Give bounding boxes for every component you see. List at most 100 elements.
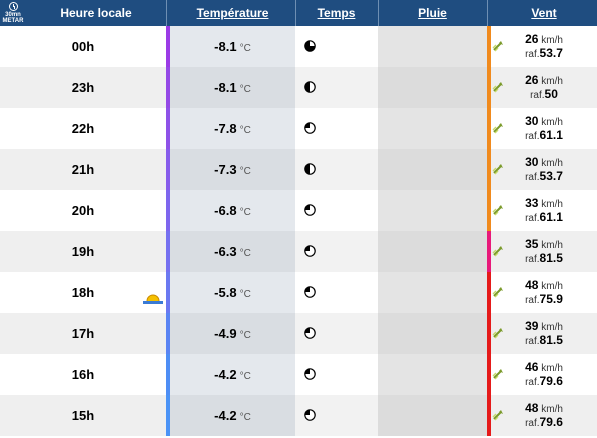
temperature-color-bar	[166, 395, 170, 436]
header-divider	[487, 0, 488, 26]
rain-cell	[378, 108, 487, 149]
gust-prefix: raf.	[525, 336, 540, 347]
wind-gust: 61.1	[539, 128, 563, 142]
gust-prefix: raf.	[525, 131, 540, 142]
sunset-icon	[143, 294, 163, 304]
temperature-color-bar	[166, 231, 170, 272]
wind-cell: 26 km/h raf.50	[491, 67, 597, 108]
temperature-unit: °C	[239, 412, 251, 423]
clock-icon	[8, 2, 18, 11]
moon-phase-icon	[304, 204, 316, 216]
wind-cell: 33 km/h raf.61.1	[491, 190, 597, 231]
rain-cell	[378, 272, 487, 313]
wind-gust: 75.9	[539, 292, 563, 306]
gust-prefix: raf.	[525, 295, 540, 306]
header-rain-link[interactable]: Pluie	[418, 6, 447, 20]
header-hour: Heure locale	[60, 6, 132, 20]
table-row: 15h -4.2 °C 48 km/h raf.79.6	[0, 395, 597, 436]
temperature-cell-bg	[170, 149, 295, 190]
temperature-unit: °C	[239, 43, 251, 54]
wind-arrow-icon	[492, 205, 503, 216]
wind-arrow-icon	[492, 369, 503, 380]
table-row: 22h -7.8 °C 30 km/h raf.61.1	[0, 108, 597, 149]
moon-phase-icon	[304, 327, 316, 339]
wind-speed: 26	[525, 73, 539, 87]
temperature-cell-bg	[170, 67, 295, 108]
moon-phase-icon	[304, 40, 316, 52]
header-divider	[295, 0, 296, 26]
table-row: 21h -7.3 °C 30 km/h raf.53.7	[0, 149, 597, 190]
wind-unit: km/h	[541, 76, 563, 87]
hour-cell: 23h	[71, 80, 95, 95]
table-row: 17h -4.9 °C 39 km/h raf.81.5	[0, 313, 597, 354]
wind-arrow-icon	[492, 246, 503, 257]
temperature-unit: °C	[239, 289, 251, 300]
wind-arrow-icon	[492, 410, 503, 421]
wind-gust: 81.5	[539, 333, 563, 347]
rain-cell	[378, 395, 487, 436]
forecast-table-body: 00h -8.1 °C 26 km/h raf.53.7 23h -8.1 °C 26 km/h…	[0, 26, 597, 436]
temperature-cell-bg	[170, 231, 295, 272]
temperature-value: -6.3	[214, 244, 237, 259]
wind-unit: km/h	[541, 158, 563, 169]
hour-cell: 18h	[71, 285, 95, 300]
header-temperature-link[interactable]: Température	[196, 6, 269, 20]
gust-prefix: raf.	[525, 49, 540, 60]
temperature-cell: -4.2 °C	[170, 354, 295, 395]
moon-phase-icon	[304, 122, 316, 134]
wind-gust: 81.5	[539, 251, 563, 265]
wind-color-bar	[487, 272, 491, 313]
header-weather-link[interactable]: Temps	[317, 6, 356, 20]
wind-speed: 48	[525, 278, 539, 292]
table-row: 19h -6.3 °C 35 km/h raf.81.5	[0, 231, 597, 272]
rain-cell	[378, 354, 487, 395]
wind-unit: km/h	[541, 117, 563, 128]
wind-color-bar	[487, 231, 491, 272]
temperature-value: -6.8	[214, 203, 237, 218]
temperature-cell: -7.3 °C	[170, 149, 295, 190]
wind-color-bar	[487, 149, 491, 190]
wind-cell: 39 km/h raf.81.5	[491, 313, 597, 354]
temperature-cell: -8.1 °C	[170, 26, 295, 67]
gust-prefix: raf.	[525, 213, 540, 224]
temperature-cell-bg	[170, 395, 295, 436]
header-divider	[378, 0, 379, 26]
temperature-unit: °C	[239, 330, 251, 341]
temperature-cell: -4.2 °C	[170, 395, 295, 436]
temperature-value: -8.1	[214, 39, 237, 54]
wind-arrow-icon	[492, 123, 503, 134]
temperature-value: -4.9	[214, 326, 237, 341]
wind-speed: 30	[525, 114, 539, 128]
hour-cell: 20h	[71, 203, 95, 218]
temperature-unit: °C	[239, 166, 251, 177]
rain-cell	[378, 67, 487, 108]
temperature-color-bar	[166, 67, 170, 108]
temperature-color-bar	[166, 272, 170, 313]
hour-cell: 22h	[71, 121, 95, 136]
wind-color-bar	[487, 395, 491, 436]
wind-unit: km/h	[541, 363, 563, 374]
wind-speed: 30	[525, 155, 539, 169]
temperature-cell-bg	[170, 108, 295, 149]
wind-gust: 50	[544, 87, 558, 101]
header-wind-link[interactable]: Vent	[531, 6, 557, 20]
temperature-cell-bg	[170, 190, 295, 231]
wind-unit: km/h	[541, 322, 563, 333]
table-header: 30mn METAR Heure locale Température Temp…	[0, 0, 597, 26]
temperature-color-bar	[166, 26, 170, 67]
metar-label: METAR	[2, 18, 24, 24]
wind-cell: 48 km/h raf.75.9	[491, 272, 597, 313]
wind-arrow-icon	[492, 287, 503, 298]
wind-color-bar	[487, 313, 491, 354]
wind-speed: 26	[525, 32, 539, 46]
wind-cell: 30 km/h raf.53.7	[491, 149, 597, 190]
metar-toggle[interactable]: 30mn METAR	[0, 0, 26, 26]
gust-prefix: raf.	[525, 418, 540, 429]
temperature-cell: -5.8 °C	[170, 272, 295, 313]
moon-phase-icon	[304, 245, 316, 257]
wind-color-bar	[487, 354, 491, 395]
temperature-cell: -8.1 °C	[170, 67, 295, 108]
wind-color-bar	[487, 190, 491, 231]
wind-gust: 53.7	[539, 46, 563, 60]
header-divider	[166, 0, 167, 26]
